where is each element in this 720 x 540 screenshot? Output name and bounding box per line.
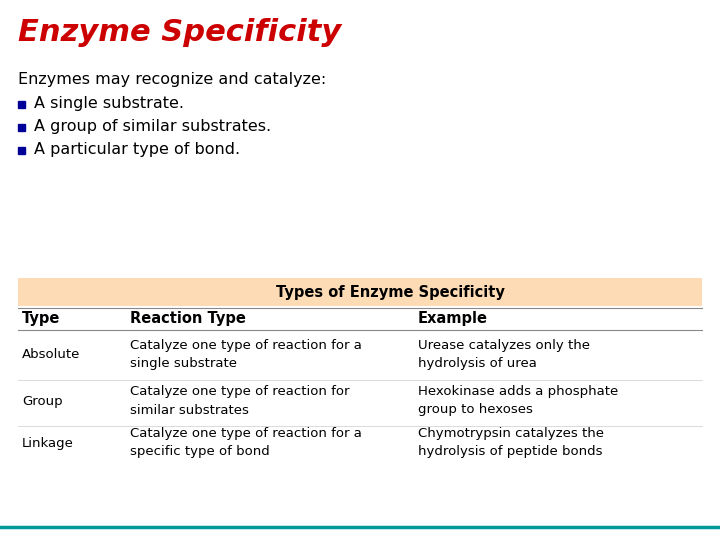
Text: A particular type of bond.: A particular type of bond. xyxy=(34,142,240,157)
Text: Enzyme Specificity: Enzyme Specificity xyxy=(18,18,341,47)
Text: Linkage: Linkage xyxy=(22,436,74,449)
Text: Chymotrypsin catalyzes the
hydrolysis of peptide bonds: Chymotrypsin catalyzes the hydrolysis of… xyxy=(418,428,604,458)
Text: A single substrate.: A single substrate. xyxy=(34,96,184,111)
Text: Urease catalyzes only the
hydrolysis of urea: Urease catalyzes only the hydrolysis of … xyxy=(418,340,590,370)
Text: Types of Enzyme Specificity: Types of Enzyme Specificity xyxy=(276,285,505,300)
Text: Group: Group xyxy=(22,395,63,408)
Bar xyxy=(18,101,25,108)
Bar xyxy=(18,147,25,154)
Bar xyxy=(18,278,702,306)
Text: Type: Type xyxy=(22,312,60,327)
Text: Example: Example xyxy=(418,312,488,327)
Text: Hexokinase adds a phosphate
group to hexoses: Hexokinase adds a phosphate group to hex… xyxy=(418,386,618,416)
Text: Enzymes may recognize and catalyze:: Enzymes may recognize and catalyze: xyxy=(18,72,326,87)
Text: A group of similar substrates.: A group of similar substrates. xyxy=(34,119,271,134)
Text: Reaction Type: Reaction Type xyxy=(130,312,246,327)
Text: Absolute: Absolute xyxy=(22,348,81,361)
Bar xyxy=(18,124,25,131)
Text: Catalyze one type of reaction for a
specific type of bond: Catalyze one type of reaction for a spec… xyxy=(130,428,362,458)
Text: Catalyze one type of reaction for
similar substrates: Catalyze one type of reaction for simila… xyxy=(130,386,349,416)
Text: Catalyze one type of reaction for a
single substrate: Catalyze one type of reaction for a sing… xyxy=(130,340,362,370)
